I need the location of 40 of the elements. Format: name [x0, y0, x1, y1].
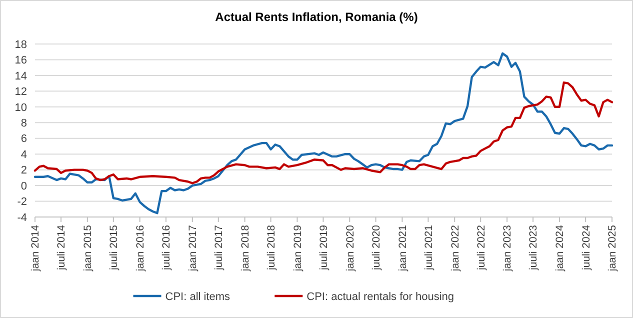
- legend-label: CPI: actual rentals for housing: [306, 290, 454, 303]
- legend-label: CPI: all items: [165, 290, 231, 303]
- x-tick-label: juuli 2022: [475, 224, 488, 271]
- x-tick-label: juuli 2019: [318, 224, 330, 271]
- y-tick-label: 0: [20, 180, 27, 192]
- x-tick-label: jaan 2024: [554, 224, 566, 272]
- y-tick-label: 2: [20, 164, 27, 177]
- y-tick-label: -4: [17, 212, 27, 224]
- x-tick-label: juuli 2015: [108, 224, 120, 271]
- x-tick-label: juuli 2024: [580, 224, 592, 271]
- x-tick-label: juuli 2023: [528, 224, 540, 271]
- x-tick-label: juuli 2014: [56, 224, 68, 271]
- x-tick-label: jaan 2023: [502, 224, 514, 272]
- chart-title: Actual Rents Inflation, Romania (%): [215, 10, 418, 24]
- line-series: [34, 52, 614, 214]
- y-tick-label: 10: [14, 102, 27, 114]
- x-tick-label: jaan 2018: [239, 224, 252, 272]
- y-tick-label: 14: [14, 70, 27, 82]
- x-tick-label: juuli 2020: [370, 224, 382, 271]
- y-tick-label: 8: [20, 117, 27, 130]
- x-tick-label: jaan 2025: [606, 224, 619, 272]
- x-tick-label: jaan 2016: [134, 224, 147, 272]
- x-tick-label: juuli 2021: [422, 224, 435, 271]
- y-tick-label: 12: [14, 86, 27, 98]
- y-tick-label: 16: [14, 54, 27, 67]
- x-tick-label: jaan 2017: [187, 224, 200, 272]
- x-tick-label: juuli 2018: [265, 224, 278, 271]
- x-tick-label: jaan 2019: [292, 224, 304, 272]
- y-tick-label: -2: [17, 196, 27, 208]
- x-tick-label: jaan 2014: [30, 224, 42, 272]
- x-tick-label: jaan 2020: [344, 224, 356, 272]
- x-tick-label: juuli 2017: [213, 224, 226, 271]
- line-series: [34, 81, 614, 184]
- y-tick-label: 4: [20, 148, 27, 161]
- y-tick-label: 18: [14, 38, 27, 51]
- x-tick-label: jaan 2022: [449, 224, 462, 272]
- x-tick-label: jaan 2021: [396, 224, 409, 272]
- y-tick-label: 6: [20, 133, 27, 146]
- x-tick-label: jaan 2015: [82, 224, 94, 272]
- x-tick-label: juuli 2016: [160, 224, 173, 271]
